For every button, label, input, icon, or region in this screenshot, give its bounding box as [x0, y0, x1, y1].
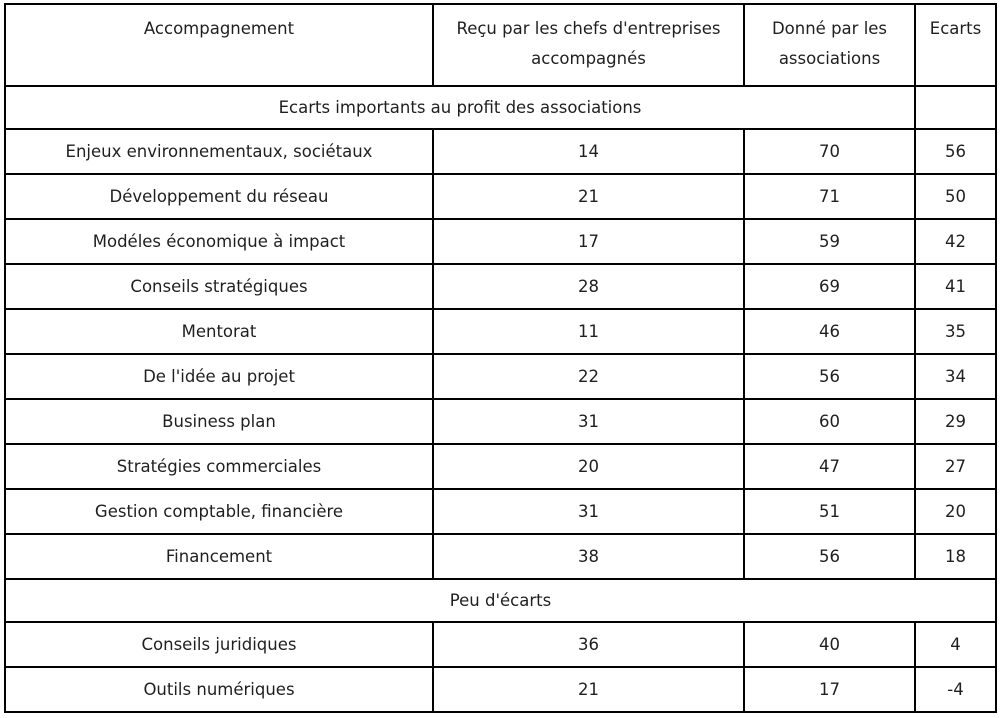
gap-value-cell: -4 — [914, 666, 997, 713]
gap-value-cell: 35 — [914, 308, 997, 355]
received-value-cell: 31 — [432, 488, 745, 535]
table-header-row: Accompagnement Reçu par les chefs d'entr… — [4, 3, 997, 87]
table-row: Business plan 31 60 29 — [4, 398, 997, 445]
gap-value-cell: 18 — [914, 533, 997, 580]
gap-value-cell: 56 — [914, 128, 997, 175]
received-value-cell: 21 — [432, 666, 745, 713]
given-value-cell: 17 — [743, 666, 916, 713]
section-row-peu-ecarts: Peu d'écarts — [4, 578, 997, 623]
received-value-cell: 36 — [432, 621, 745, 668]
given-value-cell: 47 — [743, 443, 916, 490]
given-value-cell: 46 — [743, 308, 916, 355]
gap-value-cell: 50 — [914, 173, 997, 220]
category-cell: Stratégies commerciales — [4, 443, 434, 490]
received-value-cell: 17 — [432, 218, 745, 265]
gap-value-cell: 34 — [914, 353, 997, 400]
table-row: Mentorat 11 46 35 — [4, 308, 997, 355]
table-row: Gestion comptable, financière 31 51 20 — [4, 488, 997, 535]
category-cell: Mentorat — [4, 308, 434, 355]
gap-value-cell: 4 — [914, 621, 997, 668]
table-row: Financement 38 56 18 — [4, 533, 997, 580]
header-donne-par-associations: Donné par les associations — [743, 3, 916, 87]
section-label-ecarts-importants: Ecarts importants au profit des associat… — [4, 85, 916, 130]
received-value-cell: 20 — [432, 443, 745, 490]
received-value-cell: 21 — [432, 173, 745, 220]
header-accompagnement: Accompagnement — [4, 3, 434, 87]
table-row: Outils numériques 21 17 -4 — [4, 666, 997, 713]
received-value-cell: 28 — [432, 263, 745, 310]
category-cell: De l'idée au projet — [4, 353, 434, 400]
category-cell: Financement — [4, 533, 434, 580]
category-cell: Business plan — [4, 398, 434, 445]
table-row: Conseils stratégiques 28 69 41 — [4, 263, 997, 310]
table-row: Développement du réseau 21 71 50 — [4, 173, 997, 220]
header-recu-par-chefs: Reçu par les chefs d'entreprises accompa… — [432, 3, 745, 87]
accompaniment-gaps-table: Accompagnement Reçu par les chefs d'entr… — [4, 3, 997, 713]
received-value-cell: 14 — [432, 128, 745, 175]
given-value-cell: 59 — [743, 218, 916, 265]
table-row: Conseils juridiques 36 40 4 — [4, 621, 997, 668]
given-value-cell: 56 — [743, 533, 916, 580]
section-row-ecarts-importants: Ecarts importants au profit des associat… — [4, 85, 997, 130]
given-value-cell: 51 — [743, 488, 916, 535]
received-value-cell: 22 — [432, 353, 745, 400]
given-value-cell: 71 — [743, 173, 916, 220]
given-value-cell: 60 — [743, 398, 916, 445]
given-value-cell: 56 — [743, 353, 916, 400]
header-ecarts: Ecarts — [914, 3, 997, 87]
received-value-cell: 31 — [432, 398, 745, 445]
gap-value-cell: 27 — [914, 443, 997, 490]
given-value-cell: 70 — [743, 128, 916, 175]
category-cell: Conseils stratégiques — [4, 263, 434, 310]
received-value-cell: 11 — [432, 308, 745, 355]
category-cell: Modéles économique à impact — [4, 218, 434, 265]
given-value-cell: 69 — [743, 263, 916, 310]
category-cell: Conseils juridiques — [4, 621, 434, 668]
category-cell: Développement du réseau — [4, 173, 434, 220]
category-cell: Outils numériques — [4, 666, 434, 713]
category-cell: Enjeux environnementaux, sociétaux — [4, 128, 434, 175]
received-value-cell: 38 — [432, 533, 745, 580]
given-value-cell: 40 — [743, 621, 916, 668]
gap-value-cell: 20 — [914, 488, 997, 535]
table-row: Enjeux environnementaux, sociétaux 14 70… — [4, 128, 997, 175]
gap-value-cell: 41 — [914, 263, 997, 310]
table-row: Stratégies commerciales 20 47 27 — [4, 443, 997, 490]
category-cell: Gestion comptable, financière — [4, 488, 434, 535]
table-row: De l'idée au projet 22 56 34 — [4, 353, 997, 400]
section-empty-cell — [914, 85, 997, 130]
gap-value-cell: 29 — [914, 398, 997, 445]
section-label-peu-ecarts: Peu d'écarts — [4, 578, 997, 623]
table-row: Modéles économique à impact 17 59 42 — [4, 218, 997, 265]
gap-value-cell: 42 — [914, 218, 997, 265]
